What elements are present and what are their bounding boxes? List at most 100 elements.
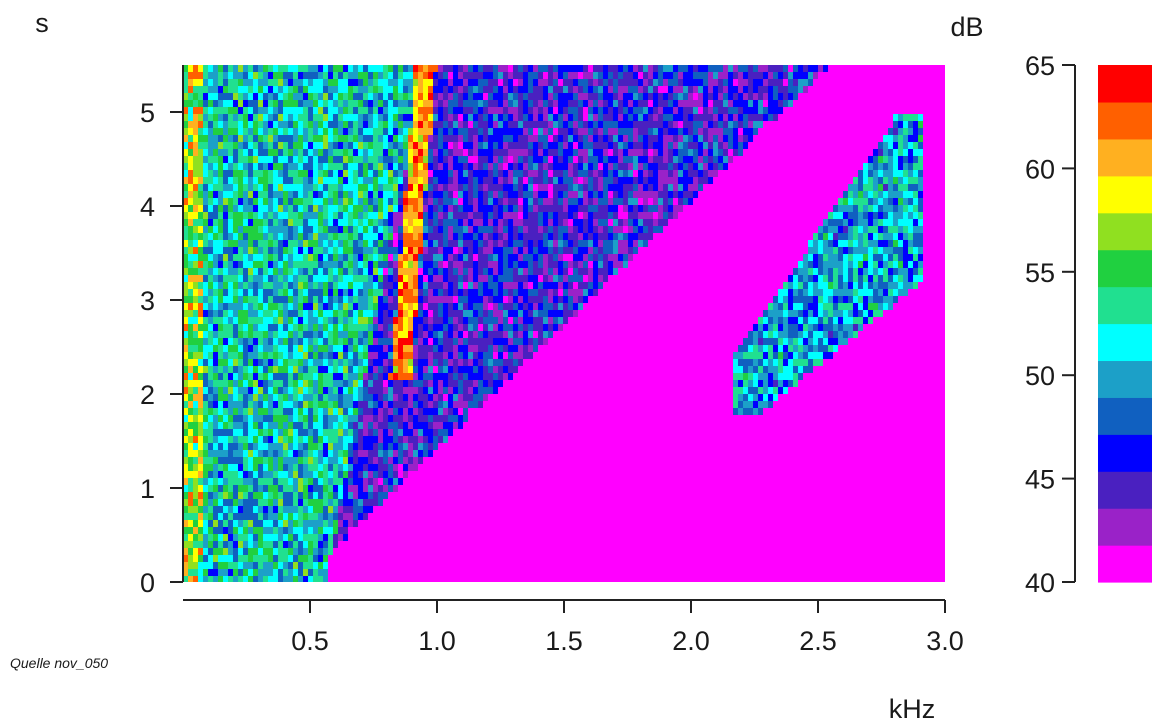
spectrogram-cell [208,261,213,268]
spectrogram-cell [243,226,248,233]
spectrogram-cell [438,156,443,163]
spectrogram-cell [373,289,378,296]
spectrogram-cell [843,282,848,289]
spectrogram-cell [288,282,293,289]
spectrogram-cell [578,128,583,135]
spectrogram-cell [583,72,588,79]
spectrogram-cell [468,317,473,324]
spectrogram-cell [873,233,878,240]
spectrogram-cell [488,219,493,226]
spectrogram-cell [483,170,488,177]
spectrogram-cell [223,240,228,247]
spectrogram-cell [798,310,803,317]
spectrogram-cell [803,296,808,303]
spectrogram-cell [298,373,303,380]
spectrogram-cell [323,373,328,380]
spectrogram-cell [603,149,608,156]
spectrogram-cell [268,310,273,317]
spectrogram-cell [918,226,923,233]
spectrogram-cell [843,247,848,254]
spectrogram-cell [818,261,823,268]
spectrogram-cell [648,184,653,191]
spectrogram-cell [313,219,318,226]
spectrogram-cell [288,149,293,156]
spectrogram-cell [713,72,718,79]
spectrogram-cell [868,310,873,317]
spectrogram-cell [388,142,393,149]
spectrogram-cell [533,345,538,352]
spectrogram-cell [578,233,583,240]
spectrogram-cell [313,205,318,212]
spectrogram-cell [468,373,473,380]
spectrogram-cell [503,212,508,219]
spectrogram-cell [463,345,468,352]
spectrogram-cell [503,254,508,261]
spectrogram-cell [298,156,303,163]
spectrogram-cell [753,352,758,359]
spectrogram-cell [283,128,288,135]
spectrogram-cell [503,135,508,142]
spectrogram-cell [473,282,478,289]
spectrogram-cell [333,184,338,191]
spectrogram-cell [893,296,898,303]
spectrogram-cell [273,191,278,198]
spectrogram-cell [483,233,488,240]
spectrogram-cell [213,275,218,282]
spectrogram-cell [443,352,448,359]
spectrogram-cell [213,317,218,324]
spectrogram-cell [548,135,553,142]
spectrogram-cell [458,345,463,352]
spectrogram-cell [288,359,293,366]
spectrogram-cell [668,156,673,163]
spectrogram-cell [453,240,458,247]
spectrogram-cell [818,310,823,317]
spectrogram-cell [388,303,393,310]
spectrogram-cell [553,324,558,331]
spectrogram-cell [293,240,298,247]
spectrogram-cell [723,100,728,107]
spectrogram-cell [558,226,563,233]
spectrogram-cell [388,268,393,275]
spectrogram-cell [893,135,898,142]
spectrogram-cell [213,240,218,247]
spectrogram-cell [453,373,458,380]
spectrogram-cell [538,310,543,317]
spectrogram-cell [303,79,308,86]
spectrogram-cell [768,359,773,366]
spectrogram-cell [348,156,353,163]
spectrogram-cell [313,86,318,93]
spectrogram-cell [853,261,858,268]
spectrogram-cell [568,282,573,289]
spectrogram-cell [713,156,718,163]
spectrogram-cell [258,296,263,303]
spectrogram-cell [353,226,358,233]
spectrogram-cell [703,86,708,93]
spectrogram-cell [598,72,603,79]
spectrogram-cell [193,345,198,352]
spectrogram-cell [373,170,378,177]
spectrogram-cell [673,205,678,212]
spectrogram-cell [263,317,268,324]
spectrogram-cell [213,352,218,359]
spectrogram-cell [233,226,238,233]
spectrogram-cell [613,100,618,107]
spectrogram-cell [548,331,553,338]
spectrogram-cell [703,72,708,79]
spectrogram-cell [388,373,393,380]
spectrogram-cell [808,240,813,247]
spectrogram-cell [448,331,453,338]
spectrogram-cell [378,282,383,289]
spectrogram-cell [428,296,433,303]
spectrogram-cell [203,128,208,135]
spectrogram-cell [433,142,438,149]
spectrogram-cell [793,65,798,72]
spectrogram-cell [248,345,253,352]
spectrogram-cell [453,338,458,345]
spectrogram-cell [543,163,548,170]
spectrogram-cell [753,324,758,331]
spectrogram-cell [383,184,388,191]
spectrogram-cell [598,121,603,128]
spectrogram-cell [803,254,808,261]
spectrogram-cell [753,373,758,380]
spectrogram-cell [773,352,778,359]
